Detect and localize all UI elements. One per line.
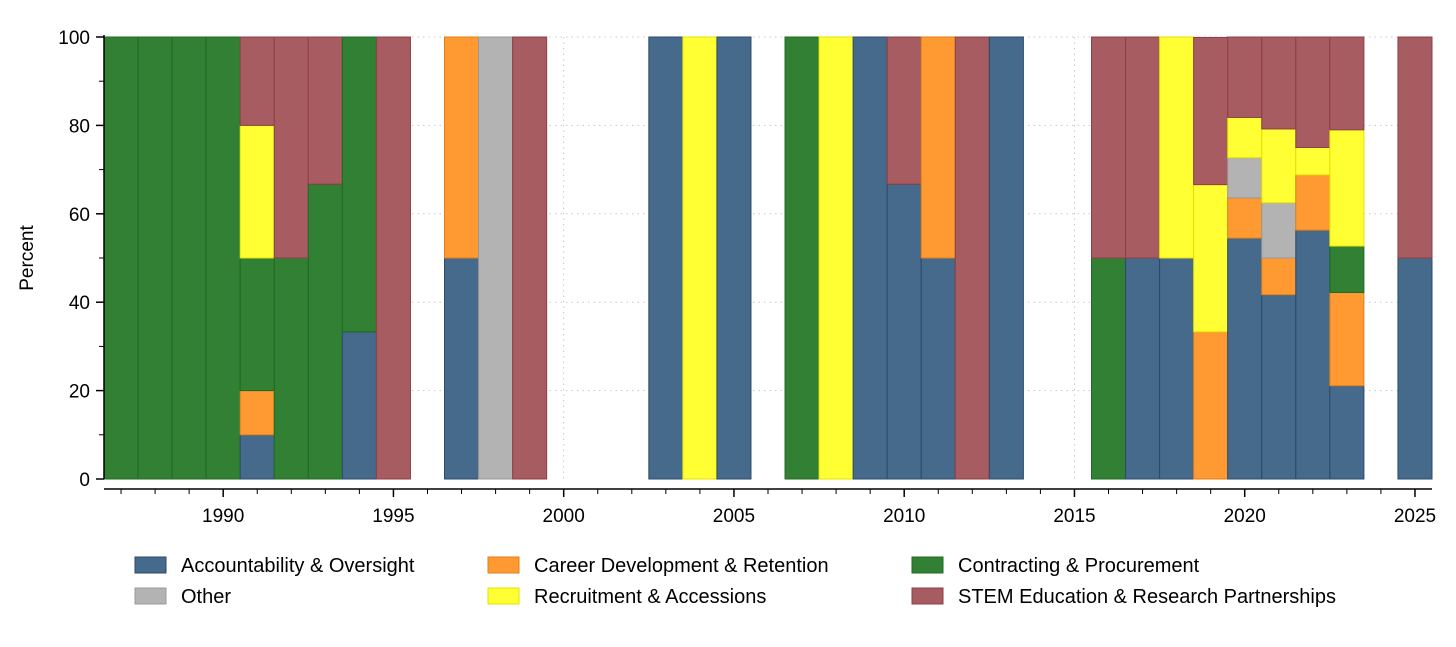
bar-segment-2009-accountability-and-oversight [852,36,888,480]
legend-swatch-recruitment-and-accessions [487,587,520,605]
legend-swatch-other [134,587,167,605]
bar-segment-2022-career-development-and-retention [1295,174,1331,231]
legend-label-stem-education-and-research-partnerships: STEM Education & Research Partnerships [958,586,1336,608]
bar-segment-2020-stem-education-and-research-partnerships [1227,36,1263,118]
y-tick-label: 20 [69,382,90,403]
bar-segment-2007-contracting-and-procurement [784,36,820,480]
bar-segment-2017-stem-education-and-research-partnerships [1125,36,1161,259]
x-tick-label: 2010 [883,506,925,527]
bar-segment-2022-accountability-and-oversight [1295,229,1331,480]
legend-swatch-career-development-and-retention [487,556,520,574]
x-tick-label: 2025 [1394,506,1436,527]
bar-segment-1988-contracting-and-procurement [137,36,173,480]
bar-segment-2023-recruitment-and-accessions [1329,129,1365,247]
legend-label-other: Other [181,586,231,608]
bar-segment-1998-other [478,36,514,480]
bar-segment-1990-contracting-and-procurement [205,36,241,480]
bar-segment-2018-accountability-and-oversight [1159,257,1195,480]
bar-segment-2019-stem-education-and-research-partnerships [1193,36,1229,186]
y-tick-label: 0 [79,470,90,491]
bar-segment-1991-stem-education-and-research-partnerships [239,36,275,126]
bar-segment-1992-stem-education-and-research-partnerships [273,36,309,259]
bar-segment-2012-stem-education-and-research-partnerships [954,36,990,480]
x-tick-label: 2000 [543,506,585,527]
bars [103,36,1433,480]
bar-segment-2004-recruitment-and-accessions [682,36,718,480]
y-axis-title: Percent [17,225,38,291]
bar-segment-1989-contracting-and-procurement [171,36,207,480]
bar-segment-2010-stem-education-and-research-partnerships [886,36,922,185]
bar-segment-2003-accountability-and-oversight [648,36,684,480]
y-tick-label: 40 [69,293,90,314]
bar-segment-2021-stem-education-and-research-partnerships [1261,36,1297,130]
bar-segment-1991-career-development-and-retention [239,390,275,436]
legend-swatch-contracting-and-procurement [911,556,944,574]
bar-segment-2018-recruitment-and-accessions [1159,36,1195,259]
bar-segment-2016-contracting-and-procurement [1090,257,1127,480]
legend-swatch-stem-education-and-research-partnerships [911,587,944,605]
bar-segment-1993-contracting-and-procurement [307,183,343,480]
bar-segment-2020-other [1227,157,1263,199]
bar-segment-2008-recruitment-and-accessions [818,36,854,480]
y-axis-ticks: 0 20 40 60 80 100 [58,28,104,491]
bar-segment-2019-career-development-and-retention [1193,331,1229,480]
bar-segment-1995-stem-education-and-research-partnerships [375,36,411,480]
x-tick-label: 2005 [713,506,755,527]
bar-segment-2016-stem-education-and-research-partnerships [1090,36,1127,259]
bar-segment-1987-contracting-and-procurement [103,36,139,480]
bar-segment-2020-career-development-and-retention [1227,197,1263,239]
legend-label-contracting-and-procurement: Contracting & Procurement [958,555,1200,577]
x-axis-ticks: 1990 1995 2000 2005 2010 2015 2020 2025 [120,489,1436,527]
bar-segment-1991-contracting-and-procurement [239,257,275,392]
bar-segment-2021-recruitment-and-accessions [1261,128,1297,204]
bar-segment-2011-career-development-and-retention [920,36,956,259]
bar-segment-1993-stem-education-and-research-partnerships [307,36,343,185]
y-tick-label: 100 [58,28,90,49]
bar-segment-2022-stem-education-and-research-partnerships [1295,36,1331,148]
bar-segment-1997-accountability-and-oversight [444,257,480,480]
bar-segment-1994-accountability-and-oversight [341,331,377,480]
bar-segment-2021-accountability-and-oversight [1261,294,1297,480]
x-tick-label: 1990 [202,506,244,527]
x-tick-label: 1995 [372,506,414,527]
bar-segment-2020-recruitment-and-accessions [1227,116,1263,159]
bar-segment-1992-contracting-and-procurement [273,257,309,480]
legend-label-recruitment-and-accessions: Recruitment & Accessions [534,586,766,608]
bar-segment-2022-recruitment-and-accessions [1295,147,1331,176]
bar-segment-1991-accountability-and-oversight [239,434,275,480]
bar-segment-2025-accountability-and-oversight [1397,257,1433,480]
bar-segment-2011-accountability-and-oversight [920,257,956,480]
bar-segment-2023-stem-education-and-research-partnerships [1329,36,1365,131]
bar-segment-2010-accountability-and-oversight [886,183,922,480]
bar-segment-1999-stem-education-and-research-partnerships [512,36,548,480]
bar-segment-2017-accountability-and-oversight [1125,257,1161,480]
bar-segment-2023-contracting-and-procurement [1329,245,1365,293]
bar-segment-2020-accountability-and-oversight [1227,237,1263,480]
bar-segment-2019-recruitment-and-accessions [1193,184,1229,333]
x-tick-label: 2020 [1224,506,1266,527]
bar-segment-2021-other [1261,202,1297,259]
legend-label-career-development-and-retention: Career Development & Retention [534,555,829,577]
bar-segment-1997-career-development-and-retention [444,36,480,259]
legend-label-accountability-and-oversight: Accountability & Oversight [181,555,415,577]
bar-segment-1991-recruitment-and-accessions [239,124,275,259]
bar-segment-2005-accountability-and-oversight [716,36,752,480]
legend-swatch-accountability-and-oversight [134,556,167,574]
bar-segment-2021-career-development-and-retention [1261,257,1297,296]
y-tick-label: 60 [69,205,90,226]
bar-segment-2025-stem-education-and-research-partnerships [1397,36,1433,259]
bar-segment-2023-career-development-and-retention [1329,291,1365,387]
bar-segment-2023-accountability-and-oversight [1329,385,1365,480]
bar-segment-1994-contracting-and-procurement [341,36,377,333]
x-tick-label: 2015 [1053,506,1095,527]
legend: Accountability & Oversight Career Develop… [134,555,1336,608]
y-tick-label: 80 [69,116,90,137]
bar-segment-2013-accountability-and-oversight [988,36,1024,480]
